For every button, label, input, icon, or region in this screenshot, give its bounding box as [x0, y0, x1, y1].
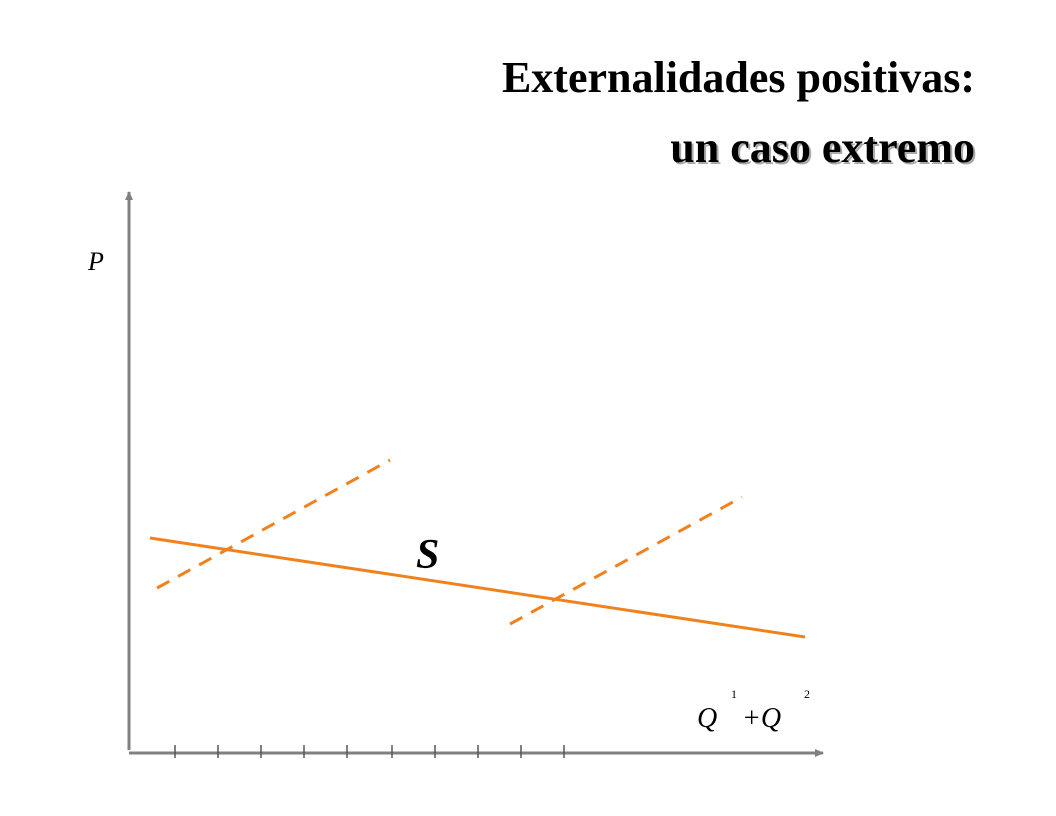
x-ticks	[174, 745, 565, 758]
x-label-sub: 2	[804, 687, 810, 701]
x-label-plus: +Q	[742, 703, 781, 734]
title-shadow: un caso extremo	[672, 125, 977, 174]
supply-line	[149, 536, 806, 639]
x-label-q: Q	[697, 703, 717, 734]
y-axis-label: P	[87, 247, 104, 276]
title-line-2: un caso extremo	[670, 123, 975, 172]
demand-2	[509, 495, 743, 626]
curve-label: S	[416, 532, 439, 578]
demand-1	[156, 458, 391, 590]
x-label-sub: 1	[731, 687, 737, 701]
title-line-1: Externalidades positivas:	[502, 53, 975, 102]
